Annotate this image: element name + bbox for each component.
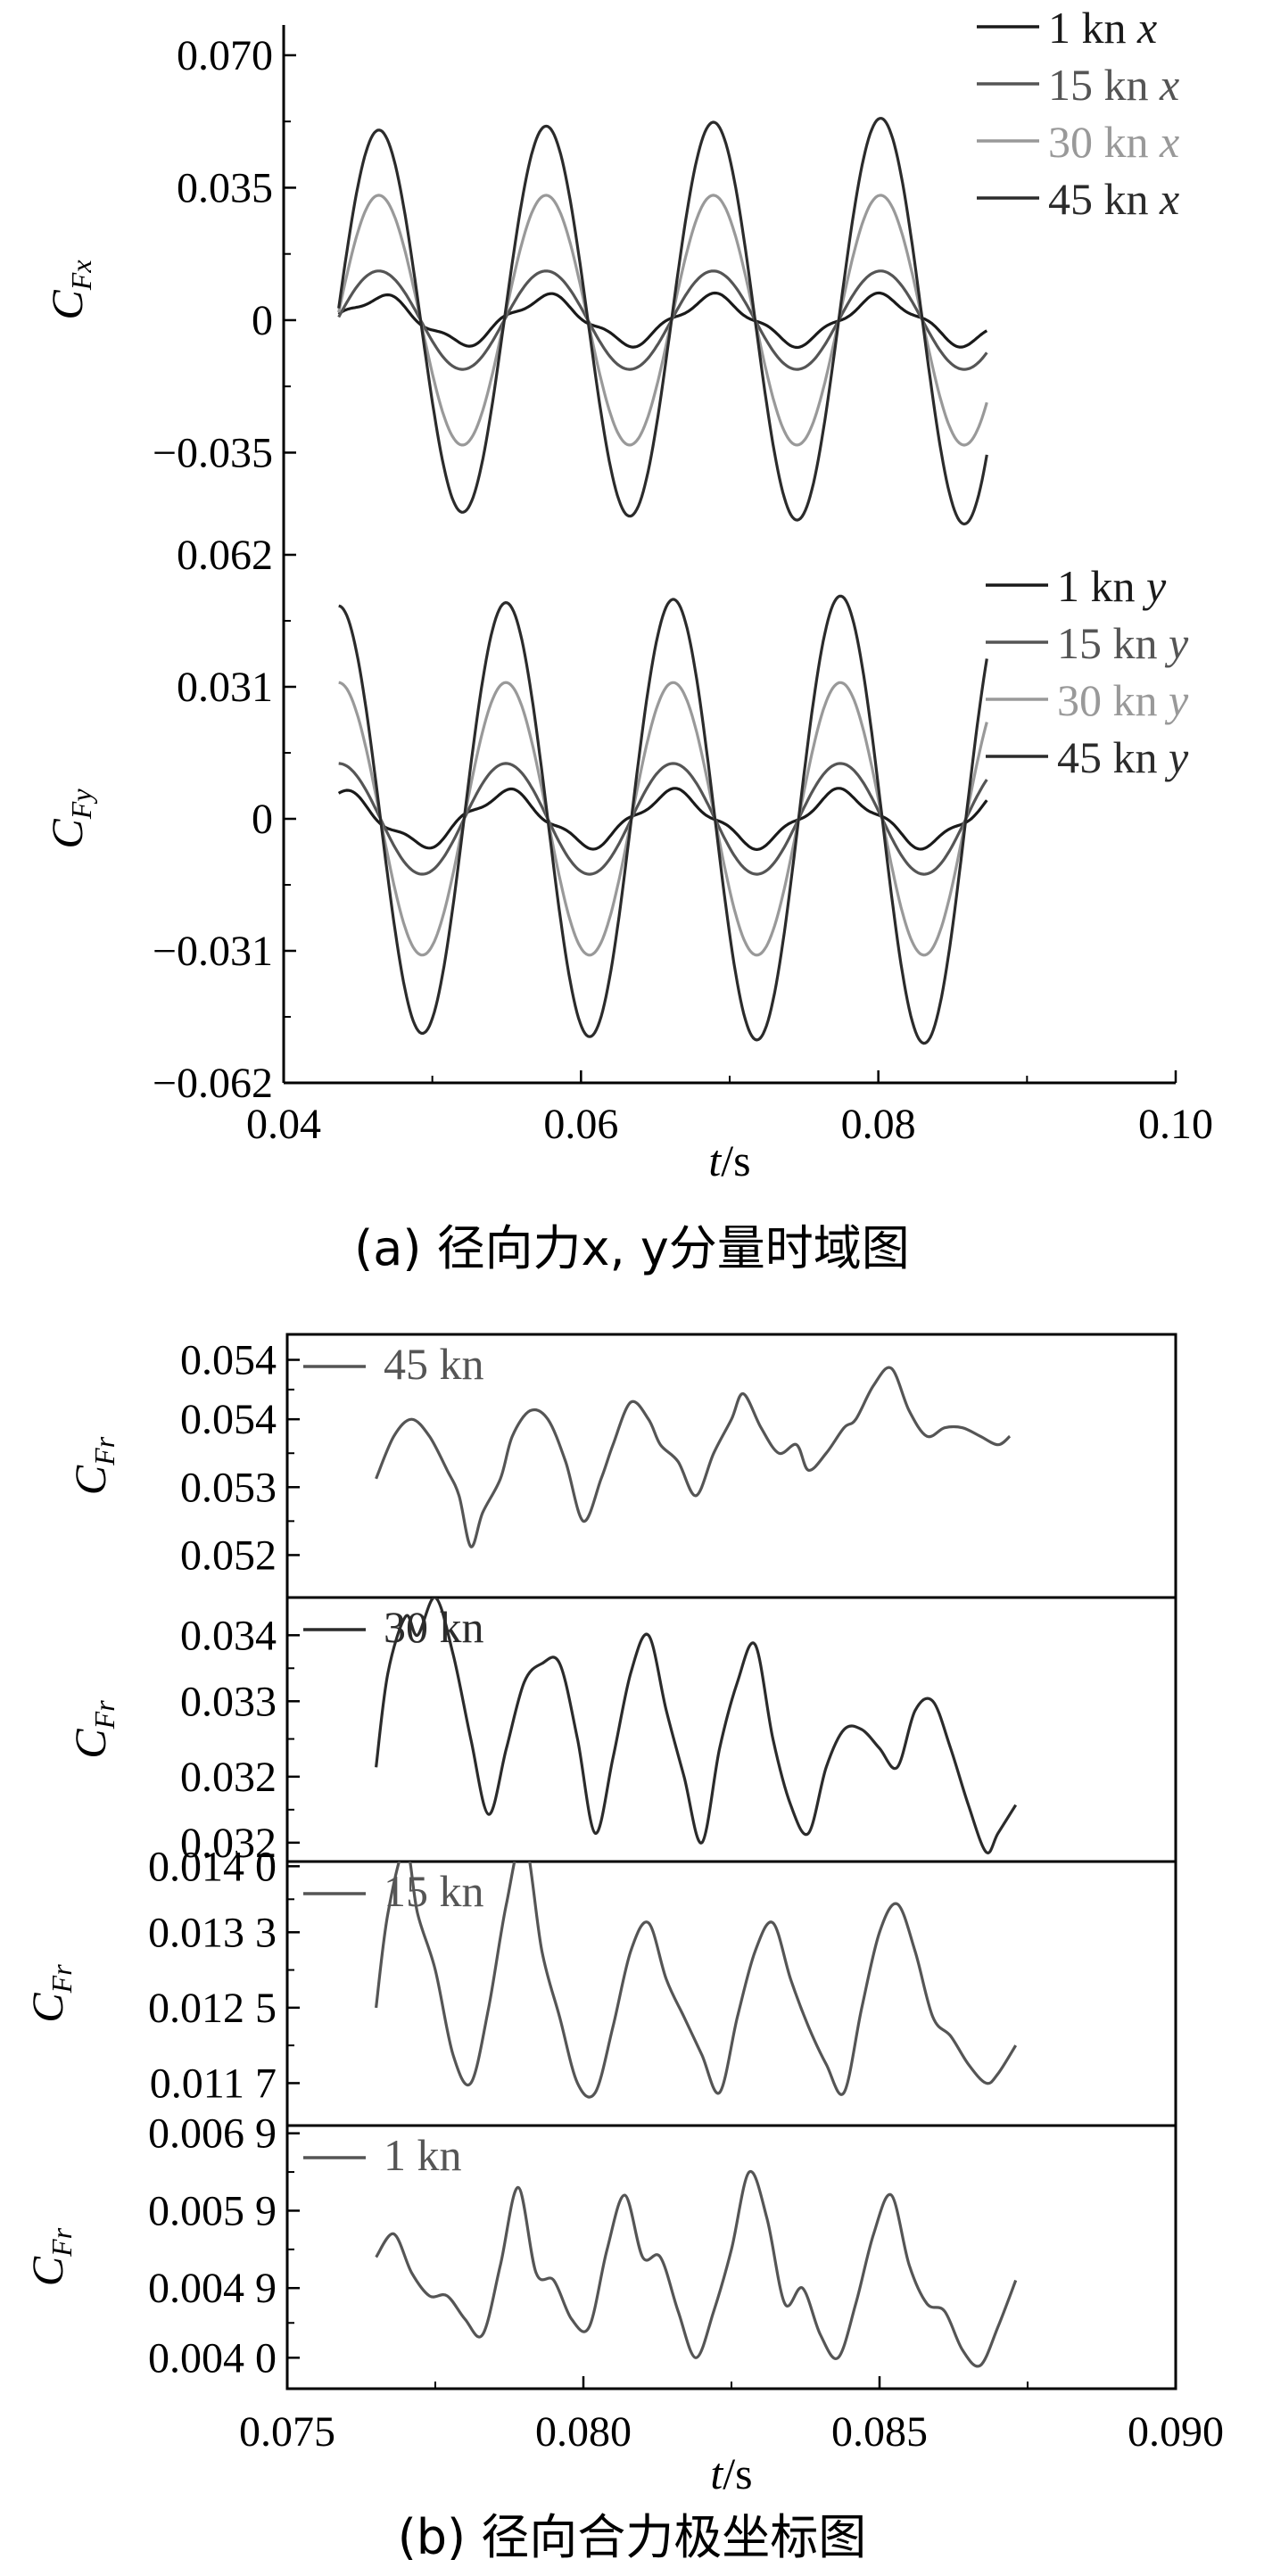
series-line-15-kn-x — [337, 269, 988, 371]
legend-label: 15 kn x — [1048, 60, 1179, 110]
panel-b-xtick-label: 0.090 — [1128, 2408, 1224, 2456]
a-bottom-ytick-label: 0.062 — [177, 532, 273, 579]
caption-b-prefix: (b) — [397, 2509, 482, 2565]
b-15-ytick-label: 0.011 7 — [150, 2060, 277, 2107]
b-45-ylabel: CFr — [65, 1436, 120, 1495]
b-45-ytick-label: 0.053 — [180, 1464, 277, 1511]
b-1-ytick-label: 0.005 9 — [148, 2187, 277, 2234]
series-line-15-kn-y — [338, 762, 988, 876]
caption-b-text: 径向合力极坐标图 — [481, 2509, 867, 2565]
a-top-ytick-label: 0 — [252, 297, 273, 344]
panel-b-xtick-label: 0.075 — [239, 2408, 335, 2456]
a-top-ytick-label: 0.070 — [177, 32, 273, 79]
series-line-30-kn — [375, 1598, 1018, 1854]
series-line-45-kn — [375, 1366, 1012, 1548]
a-top-ytick-label: −0.035 — [153, 429, 273, 476]
legend-label: 30 kn y — [1057, 675, 1189, 725]
legend-label: 15 kn — [384, 1866, 484, 1916]
b-30-ylabel: CFr — [65, 1700, 120, 1759]
panel-a-top-ylabel: CFx — [42, 260, 97, 319]
panel-a-xtick-label: 0.08 — [841, 1101, 916, 1148]
series-line-45-kn-x — [337, 117, 988, 526]
panel-b-xlabel: t/s — [710, 2448, 752, 2498]
series-line-1-kn-y — [337, 787, 988, 852]
panel-b-xtick-label: 0.080 — [535, 2408, 632, 2456]
legend-label: 30 kn — [384, 1602, 484, 1652]
b-15-subplot: 0.014 0 0.013 3 0.012 5 0.011 7 15 kn CFr — [22, 1843, 1177, 2127]
caption-a-text: 径向力x, y分量时域图 — [436, 1220, 910, 1276]
a-bottom-ytick-label: −0.031 — [153, 928, 273, 975]
series-line-15-kn — [375, 1862, 1018, 2099]
b-45-ytick-label: 0.054 — [180, 1337, 277, 1384]
panel-a: 0.070 0.035 0 −0.035 1 kn x 15 kn x 30 kn x 45 … — [42, 3, 1213, 1185]
panel-a-xtick-label: 0.04 — [246, 1101, 321, 1148]
a-bottom-ytick-label: −0.062 — [153, 1060, 273, 1107]
caption-b: (b) 径向合力极坐标图 — [0, 2498, 1264, 2568]
series-line-45-kn-y — [338, 594, 988, 1045]
legend-label: 30 kn x — [1048, 117, 1179, 167]
b-1-ytick-label: 0.004 9 — [148, 2265, 277, 2312]
a-bottom-ytick-label: 0.031 — [177, 664, 273, 711]
b-30-ytick-label: 0.032 — [180, 1820, 277, 1867]
b-1-ylabel: CFr — [22, 2227, 78, 2286]
b-15-ylabel: CFr — [22, 1964, 78, 2023]
b-1-ytick-label: 0.004 0 — [148, 2334, 277, 2382]
legend-label: 45 kn x — [1048, 174, 1179, 224]
b-45-subplot: 0.054 0.054 0.053 0.052 45 kn CFr — [65, 1333, 1177, 1599]
b-45-ytick-label: 0.054 — [180, 1396, 277, 1443]
a-top-ytick-label: 0.035 — [177, 164, 273, 211]
panel-a-xlabel: t/s — [708, 1135, 750, 1185]
b-30-subplot: 0.034 0.033 0.032 0.032 30 kn CFr — [65, 1596, 1177, 1867]
series-line-1-kn — [375, 2169, 1018, 2368]
panel-a-xtick-label: 0.10 — [1138, 1101, 1213, 1148]
caption-a-prefix: (a) — [354, 1220, 437, 1276]
b-30-ytick-label: 0.034 — [180, 1612, 277, 1659]
b-15-ytick-label: 0.014 0 — [148, 1843, 277, 1890]
legend-label: 45 kn y — [1057, 732, 1189, 782]
legend-label: 1 kn x — [1048, 3, 1157, 53]
b-15-ytick-label: 0.012 5 — [148, 1985, 277, 2032]
b-15-ytick-label: 0.013 3 — [148, 1909, 277, 1956]
b-45-ytick-label: 0.052 — [180, 1532, 277, 1579]
legend-label: 1 kn — [384, 2130, 462, 2180]
panel-a-xtick-label: 0.06 — [543, 1101, 618, 1148]
series-line-30-kn-y — [338, 681, 988, 957]
b-1-subplot: 0.006 9 0.005 9 0.004 9 0.004 0 1 kn CFr — [22, 2110, 1177, 2390]
a-bottom-subplot: 0.062 0.031 0 −0.031 −0.062 1 kn y 15 kn y 30 k… — [153, 532, 1189, 1107]
caption-a: (a) 径向力x, y分量时域图 — [0, 1209, 1264, 1279]
a-top-subplot: 0.070 0.035 0 −0.035 1 kn x 15 kn x 30 kn x 45 … — [153, 3, 1179, 526]
legend-label: 45 kn — [384, 1339, 484, 1389]
legend-label: 15 kn y — [1057, 618, 1189, 668]
b-30-ytick-label: 0.032 — [180, 1754, 277, 1801]
series-line-1-kn-x — [337, 291, 988, 350]
legend-label: 1 kn y — [1057, 561, 1167, 611]
b-1-ytick-label: 0.006 9 — [148, 2110, 277, 2158]
a-bottom-ytick-label: 0 — [252, 796, 273, 843]
panel-a-bottom-ylabel: CFy — [42, 788, 97, 849]
panel-b-xtick-label: 0.085 — [831, 2408, 928, 2456]
series-line-30-kn-x — [337, 194, 988, 447]
b-30-ytick-label: 0.033 — [180, 1678, 277, 1725]
